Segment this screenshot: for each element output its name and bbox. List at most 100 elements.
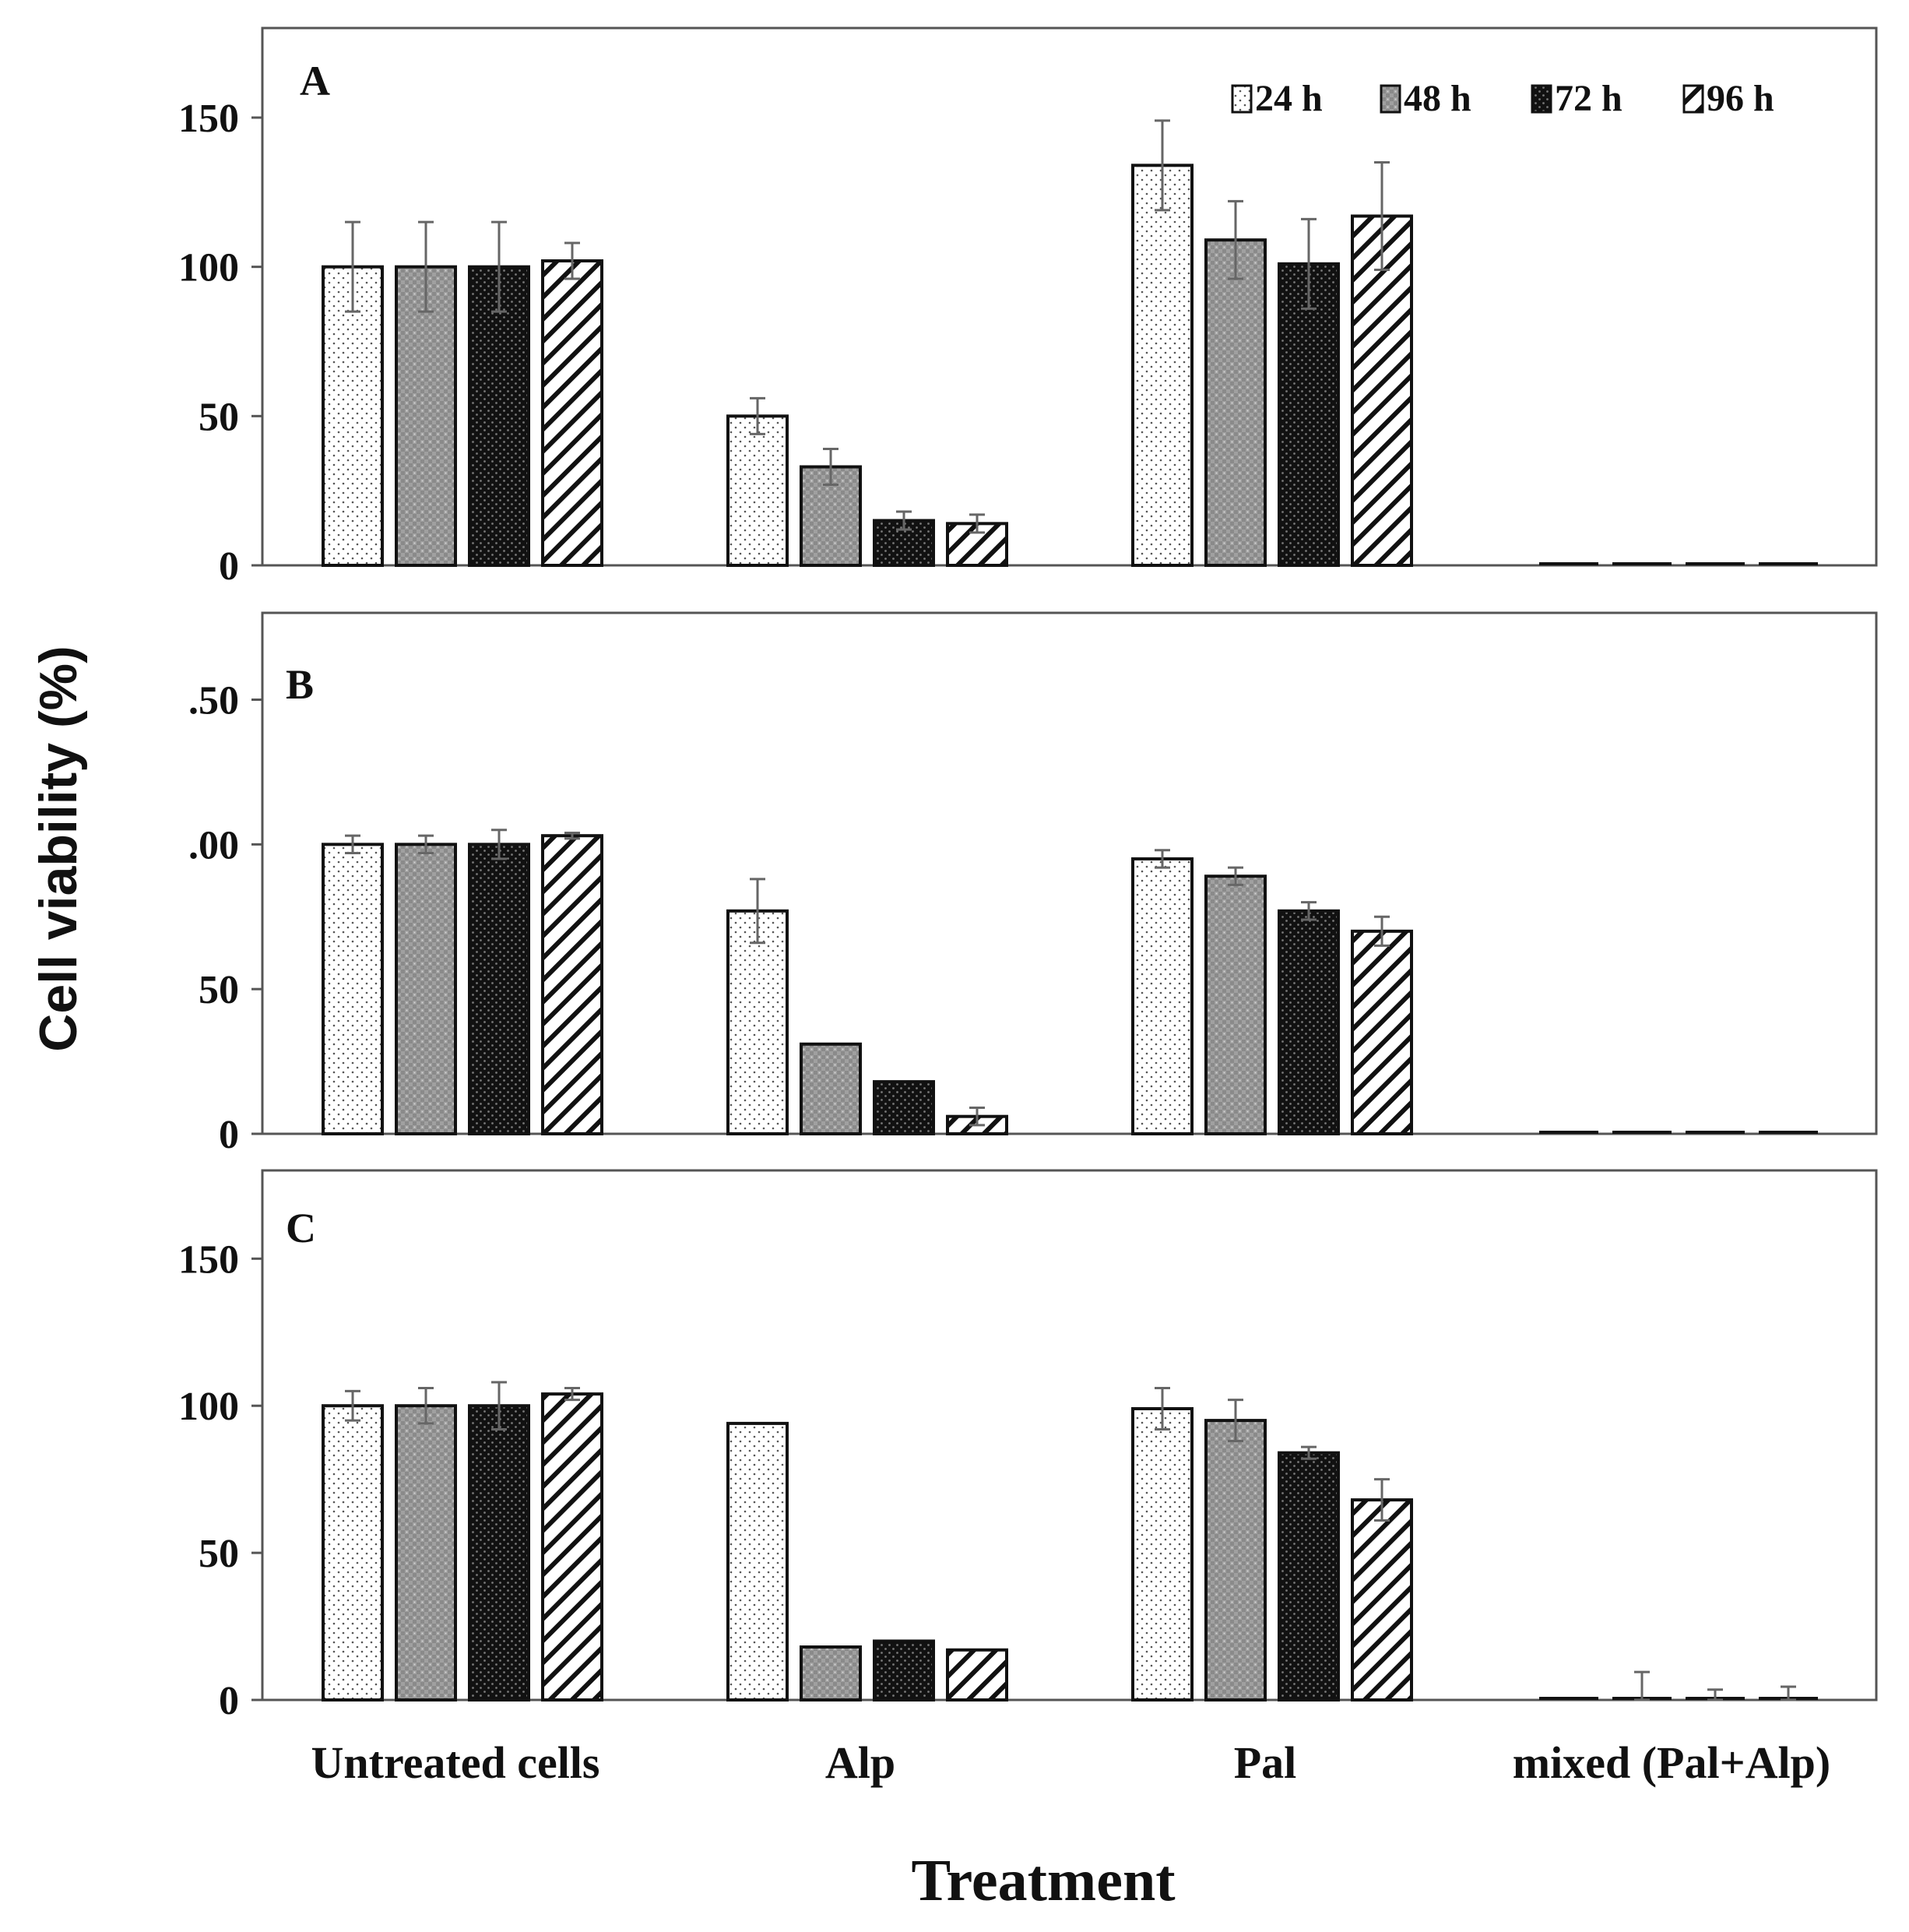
plot-frame-c xyxy=(261,1169,1878,1701)
bar-c-untreated-72h xyxy=(468,1404,530,1701)
bar-a-pal-96h xyxy=(1351,214,1413,567)
legend-label-24h: 24 h xyxy=(1255,78,1323,119)
bar-c-alp-72h xyxy=(873,1639,935,1701)
bar-b-alp-24h xyxy=(726,909,789,1135)
bar-a-untreated-48h xyxy=(395,265,457,567)
error-bar-c-untreated-48h xyxy=(418,1387,434,1425)
error-bar-b-pal-24h xyxy=(1155,849,1170,869)
y-tick-label-c-0: 0 xyxy=(219,1679,239,1723)
legend-swatch-48h xyxy=(1380,84,1401,114)
y-tick-label-b-150: .50 xyxy=(188,679,239,723)
panel-c: C 0 50 100 150 xyxy=(178,1169,1878,1723)
panel-a: A 24 h 48 h 72 h 96 h 0 50 100 150 xyxy=(178,26,1878,589)
error-bar-b-untreated-96h xyxy=(564,831,580,840)
y-tick-label-b-100: .00 xyxy=(188,823,239,867)
bar-a-pal-72h xyxy=(1278,262,1340,567)
category-labels: Untreated cells Alp Pal mixed (Pal+Alp) xyxy=(311,1737,1831,1788)
plot-frame-a xyxy=(261,26,1878,567)
error-bar-a-untreated-96h xyxy=(564,241,580,280)
bar-b-untreated-48h xyxy=(395,843,457,1136)
bar-c-untreated-24h xyxy=(322,1404,384,1701)
error-bar-a-alp-96h xyxy=(969,513,985,534)
error-bar-a-alp-48h xyxy=(823,448,838,486)
error-bar-b-alp-96h xyxy=(969,1107,985,1127)
error-bar-a-alp-72h xyxy=(896,510,912,531)
bar-b-untreated-72h xyxy=(468,843,530,1136)
legend-swatch-72h xyxy=(1531,84,1552,114)
legend-label-72h: 72 h xyxy=(1555,78,1622,119)
legend-item-72h: 72 h xyxy=(1531,78,1622,119)
bar-c-alp-96h xyxy=(946,1648,1008,1702)
y-axis-title: Cell viability (%) xyxy=(29,646,88,1051)
bar-c-pal-96h xyxy=(1351,1498,1413,1701)
category-label-untreated: Untreated cells xyxy=(311,1737,600,1788)
y-tick-label-b-50: 50 xyxy=(199,968,239,1012)
bar-c-pal-24h xyxy=(1131,1407,1194,1701)
error-bar-b-untreated-24h xyxy=(345,834,360,854)
legend-swatch-96h xyxy=(1682,84,1704,114)
error-bar-c-mixed-48h xyxy=(1634,1670,1650,1701)
error-bar-b-untreated-48h xyxy=(418,834,434,854)
bar-c-alp-48h xyxy=(800,1645,862,1701)
y-tick-label-b-0: 0 xyxy=(219,1113,239,1157)
bar-b-alp-48h xyxy=(800,1042,862,1135)
error-bar-b-pal-96h xyxy=(1374,915,1390,947)
bar-b-pal-96h xyxy=(1351,929,1413,1136)
panel-label-c: C xyxy=(286,1205,316,1251)
bar-a-pal-48h xyxy=(1204,238,1267,567)
bar-b-untreated-96h xyxy=(541,834,603,1136)
legend-label-96h: 96 h xyxy=(1707,78,1774,119)
error-bar-a-alp-24h xyxy=(750,396,765,435)
y-tick-label-a-0: 0 xyxy=(219,544,239,589)
bar-a-untreated-24h xyxy=(322,265,384,567)
bar-b-pal-72h xyxy=(1278,909,1340,1135)
error-bar-c-pal-48h xyxy=(1228,1399,1243,1443)
error-bar-c-pal-72h xyxy=(1301,1445,1317,1460)
category-label-pal: Pal xyxy=(1234,1737,1297,1788)
error-bar-c-pal-24h xyxy=(1155,1387,1170,1431)
bar-a-pal-24h xyxy=(1131,164,1194,568)
y-tick-label-a-100: 100 xyxy=(178,246,239,290)
y-tick-label-a-50: 50 xyxy=(199,395,239,439)
panel-label-b: B xyxy=(286,661,314,708)
error-bar-b-untreated-72h xyxy=(491,829,507,860)
error-bar-c-untreated-24h xyxy=(345,1389,360,1422)
error-bar-a-pal-72h xyxy=(1301,217,1317,310)
error-bar-a-pal-24h xyxy=(1155,119,1170,212)
error-bar-c-mixed-72h xyxy=(1707,1688,1723,1701)
bar-c-alp-24h xyxy=(726,1421,789,1702)
bar-c-pal-72h xyxy=(1278,1451,1340,1701)
category-label-alp: Alp xyxy=(825,1737,895,1788)
plot-frame-b xyxy=(261,611,1878,1135)
bar-b-alp-72h xyxy=(873,1080,935,1135)
y-tick-label-a-150: 150 xyxy=(178,97,239,141)
error-bar-c-pal-96h xyxy=(1374,1478,1390,1522)
panel-label-a: A xyxy=(300,58,330,104)
error-bar-a-pal-48h xyxy=(1228,199,1243,280)
bar-a-alp-24h xyxy=(726,414,789,567)
category-label-mixed: mixed (Pal+Alp) xyxy=(1513,1737,1830,1788)
y-tick-label-c-100: 100 xyxy=(178,1385,239,1429)
legend-item-96h: 96 h xyxy=(1682,78,1774,119)
error-bar-c-mixed-96h xyxy=(1781,1685,1796,1701)
error-bar-a-untreated-48h xyxy=(418,220,434,313)
bar-b-pal-24h xyxy=(1131,857,1194,1135)
bar-b-pal-48h xyxy=(1204,875,1267,1135)
x-axis-title: Treatment xyxy=(911,1848,1175,1913)
error-bar-b-pal-72h xyxy=(1301,901,1317,921)
y-tick-label-c-150: 150 xyxy=(178,1237,239,1282)
error-bar-c-untreated-96h xyxy=(564,1387,580,1402)
error-bar-c-untreated-72h xyxy=(491,1381,507,1431)
legend-item-24h: 24 h xyxy=(1231,78,1323,119)
y-tick-label-c-50: 50 xyxy=(199,1532,239,1576)
bar-b-untreated-24h xyxy=(322,843,384,1136)
error-bar-a-pal-96h xyxy=(1374,161,1390,271)
legend-label-48h: 48 h xyxy=(1404,78,1471,119)
legend: 24 h 48 h 72 h 96 h xyxy=(1231,78,1774,119)
bar-c-untreated-96h xyxy=(541,1392,603,1701)
legend-item-48h: 48 h xyxy=(1380,78,1471,119)
error-bar-b-pal-48h xyxy=(1228,866,1243,886)
bar-a-untreated-96h xyxy=(541,259,603,567)
error-bar-a-untreated-24h xyxy=(345,220,360,313)
